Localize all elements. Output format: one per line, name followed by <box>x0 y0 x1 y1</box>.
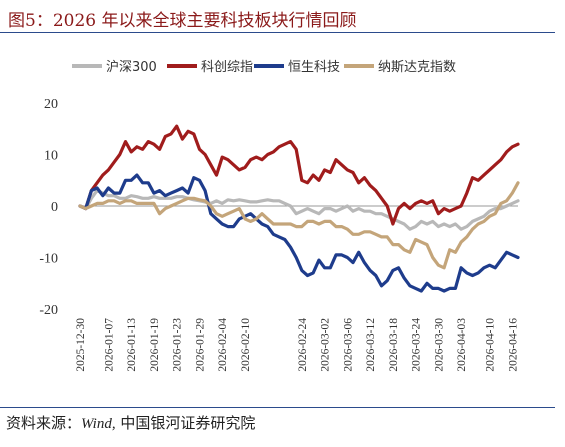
x-tick-label: 2026-04-03 <box>456 318 468 372</box>
x-tick-label: 2026-03-06 <box>342 318 354 372</box>
legend-label: 科创综指 <box>201 60 253 75</box>
series-layer <box>78 124 520 293</box>
x-tick-label: 2025-12-30 <box>75 318 87 372</box>
series-line <box>78 124 520 226</box>
x-tick-label: 2026-03-30 <box>433 318 445 372</box>
source-suffix: 中国银河证券研究院 <box>115 414 256 432</box>
chart-legend: 沪深300 科创综指 恒生科技 纳斯达克指数 <box>72 59 456 75</box>
series-line <box>78 189 520 231</box>
y-tick-label: 20 <box>44 97 58 112</box>
x-tick-label: 2026-01-19 <box>149 318 161 372</box>
y-tick-label: -20 <box>39 303 58 318</box>
legend-label: 沪深300 <box>106 59 157 75</box>
source-wind: Wind, <box>81 416 116 432</box>
x-tick-label: 2026-02-24 <box>297 318 309 372</box>
y-tick-label: 0 <box>51 200 58 215</box>
x-tick-label: 2026-04-16 <box>507 318 519 372</box>
y-tick-label: -10 <box>39 252 58 267</box>
y-tick-label: 10 <box>44 149 58 164</box>
x-tick-label: 2026-01-29 <box>194 318 206 372</box>
x-tick-label: 2026-03-18 <box>388 318 400 372</box>
y-axis: 20 10 0 -10 -20 <box>39 97 58 318</box>
figure-title: 图5：2026 年以来全球主要科技板块行情回顾 <box>8 11 357 31</box>
x-tick-label: 2026-01-07 <box>103 318 115 372</box>
legend-label: 恒生科技 <box>288 60 340 75</box>
x-tick-label: 2026-03-12 <box>365 318 377 372</box>
x-tick-label: 2026-03-24 <box>411 318 423 372</box>
x-axis: 2025-12-30 2026-01-07 2026-01-13 2026-01-19… <box>75 205 519 372</box>
title-rule <box>0 32 555 33</box>
x-tick-label: 2026-02-04 <box>217 318 229 372</box>
source-note: 资料来源：Wind, 中国银河证券研究院 <box>6 412 255 433</box>
x-tick-label: 2026-03-02 <box>320 318 332 372</box>
x-tick-label: 2026-02-10 <box>240 318 252 372</box>
legend-label: 纳斯达克指数 <box>378 60 456 75</box>
x-tick-label: 2026-04-10 <box>485 318 497 372</box>
x-tick-label: 2026-01-13 <box>126 318 138 372</box>
source-rule <box>0 407 555 408</box>
x-tick-label: 2026-01-23 <box>172 318 184 372</box>
series-line <box>78 181 520 270</box>
series-line <box>78 173 520 293</box>
source-prefix: 资料来源： <box>6 414 82 432</box>
